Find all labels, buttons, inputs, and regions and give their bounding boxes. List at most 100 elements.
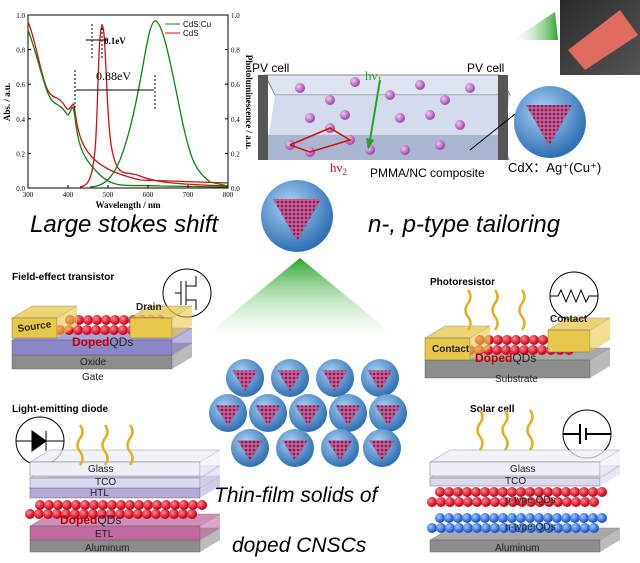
htl	[29, 487, 201, 499]
light-wave	[126, 424, 134, 466]
substrate-side	[590, 348, 610, 378]
glass-top	[429, 449, 621, 463]
quantum-dot	[152, 500, 162, 510]
quantum-dot	[490, 523, 500, 533]
quantum-dot	[517, 523, 527, 533]
nanocrystal	[440, 95, 450, 105]
quantum-dot	[499, 497, 509, 507]
nanocrystal	[325, 95, 335, 105]
layer-label: DopedQDs	[60, 513, 121, 527]
quantum-dot	[543, 513, 553, 523]
quantum-dot	[97, 509, 107, 519]
core	[237, 440, 263, 462]
quantum-dot	[178, 509, 188, 519]
green-arrow	[200, 258, 400, 340]
quantum-dot	[25, 509, 35, 519]
quantum-dot	[589, 497, 599, 507]
quantum-dot	[529, 335, 539, 345]
light-wave	[101, 424, 109, 466]
quantum-dot	[589, 523, 599, 533]
quantum-dot	[579, 487, 589, 497]
slab-bottom	[265, 135, 510, 160]
quantum-dot	[498, 513, 508, 523]
quantum-dot	[133, 509, 143, 519]
etl-side	[200, 514, 220, 540]
devices: Field-effect transistor Photoresistor Li…	[11, 268, 621, 554]
quantum-dot	[525, 487, 535, 497]
layer-label: DopedQDs	[72, 335, 133, 349]
light-wave	[464, 289, 472, 331]
y-axis-label: Abs. / a.u.	[2, 83, 12, 121]
core	[255, 405, 281, 427]
quantum-dot	[544, 497, 554, 507]
aluminum-side	[600, 528, 620, 552]
layer-label: Glass	[510, 464, 536, 475]
quantum-dot	[507, 513, 517, 523]
label: CdX：Ag⁺(Cu⁺)	[508, 160, 601, 175]
glass	[29, 461, 201, 477]
contact-side	[590, 318, 610, 352]
headline: doped CNSCs	[232, 534, 367, 557]
x-tick-label: 500	[103, 191, 114, 199]
quantum-dot	[471, 487, 481, 497]
quantum-dot	[427, 523, 437, 533]
quantum-dot	[188, 500, 198, 510]
quantum-dot	[116, 500, 126, 510]
y-tick-label: 0.4	[231, 116, 240, 124]
cdscu-pl	[89, 20, 229, 188]
quantum-dot	[169, 509, 179, 519]
etl	[29, 525, 201, 541]
quantum-dot	[115, 509, 125, 519]
arrow-head	[366, 138, 374, 150]
quantum-dot	[510, 345, 520, 355]
quantum-dot	[445, 523, 455, 533]
quantum-dot	[480, 487, 490, 497]
tco-side	[200, 466, 220, 488]
quantum-dot	[73, 325, 83, 335]
nanocrystal	[400, 145, 410, 155]
core	[322, 370, 348, 392]
quantum-dot	[436, 497, 446, 507]
layer-label: ETL	[95, 529, 114, 540]
core	[327, 440, 353, 462]
label: hν2	[330, 160, 347, 177]
quantum-dot	[553, 497, 563, 507]
core	[282, 440, 308, 462]
quantum-dot	[444, 513, 454, 523]
quantum-dot	[588, 487, 598, 497]
quantum-dot	[83, 315, 93, 325]
quantum-dot	[463, 497, 473, 507]
quantum-dot	[101, 315, 111, 325]
quantum-dot	[492, 345, 502, 355]
core	[526, 105, 572, 146]
headline: Large stokes shift	[30, 211, 219, 238]
nanocrystal	[435, 140, 445, 150]
legend-label: CdS:Cu	[183, 20, 211, 29]
concentrator: PV cell PV cell hν1 hν2 PMMA/NC composit…	[252, 0, 640, 180]
drain	[129, 317, 173, 339]
quantum-dot	[125, 500, 135, 510]
quantum-dot	[561, 513, 571, 523]
quantum-dot	[160, 509, 170, 519]
quantum-dot	[597, 513, 607, 523]
quantum-dot	[543, 487, 553, 497]
nanocrystal	[395, 113, 405, 123]
layer-label: HTL	[90, 488, 109, 499]
y-axis-label: Photoluminescence / a.u.	[244, 55, 254, 150]
quantum-dot	[535, 497, 545, 507]
quantum-dot	[535, 523, 545, 533]
quantum-dot	[109, 325, 119, 335]
y-tick-label: 1.0	[16, 12, 25, 20]
nanocrystal	[350, 77, 360, 87]
quantum-dot	[519, 345, 529, 355]
tco-side	[600, 466, 620, 486]
symbol	[550, 288, 598, 304]
quantum-dot	[570, 513, 580, 523]
annotation: 0.88eV	[96, 69, 131, 83]
layer-label: n-type QDs	[505, 522, 556, 533]
glass-side	[200, 450, 220, 476]
core	[335, 405, 361, 427]
quantum-dot	[427, 497, 437, 507]
core	[277, 370, 303, 392]
quantum-dot	[119, 315, 129, 325]
